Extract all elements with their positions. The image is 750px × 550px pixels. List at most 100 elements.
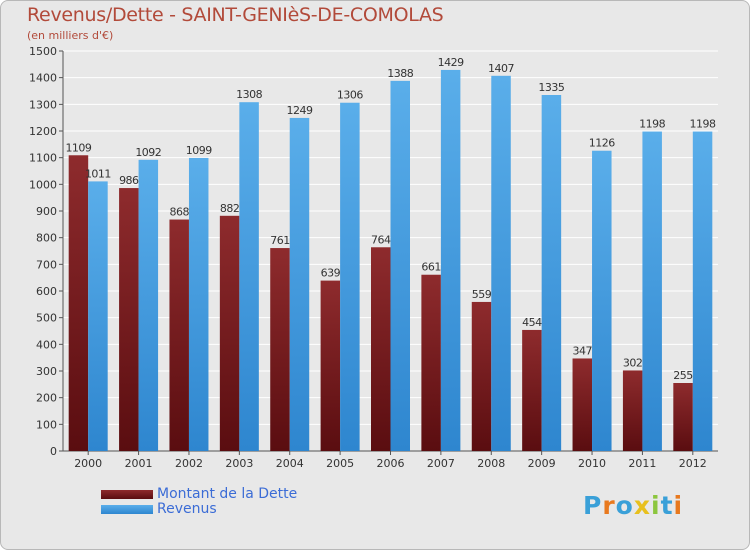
- x-tick-label: 2007: [427, 457, 455, 470]
- legend-swatch-debt: [101, 490, 153, 499]
- x-tick-label: 2012: [679, 457, 707, 470]
- bar-debt: [622, 370, 643, 451]
- bar-revenue: [491, 75, 511, 452]
- y-tick-label: 300: [36, 365, 57, 378]
- y-tick-label: 800: [36, 232, 57, 245]
- data-label: 559: [472, 288, 492, 301]
- y-tick-label: 400: [36, 338, 57, 351]
- data-label: 761: [270, 234, 290, 247]
- data-label: 255: [673, 369, 693, 382]
- data-label: 1198: [690, 118, 716, 131]
- data-label: 661: [421, 261, 441, 274]
- x-tick-label: 2001: [125, 457, 153, 470]
- data-label: 302: [623, 356, 643, 369]
- x-tick-label: 2002: [175, 457, 203, 470]
- bar-revenue: [390, 80, 410, 451]
- data-label: 868: [169, 206, 189, 219]
- x-tick-label: 2005: [326, 457, 354, 470]
- bar-revenue: [340, 102, 360, 451]
- legend-swatch-revenue: [101, 505, 153, 514]
- y-tick-label: 0: [50, 445, 57, 458]
- y-tick-label: 1500: [29, 45, 57, 58]
- bar-revenue: [592, 150, 612, 451]
- logo-letter: i: [651, 491, 661, 520]
- bar-debt: [169, 219, 189, 451]
- y-tick-label: 1300: [29, 98, 57, 111]
- y-tick-label: 700: [36, 258, 57, 271]
- data-label: 882: [220, 202, 240, 215]
- x-tick-label: 2011: [628, 457, 656, 470]
- logo-letter: i: [673, 491, 684, 520]
- y-tick-label: 1100: [29, 152, 57, 165]
- data-label: 1011: [85, 167, 111, 180]
- bar-debt: [68, 155, 89, 451]
- data-label: 1429: [438, 56, 464, 69]
- data-label: 1388: [387, 67, 413, 80]
- bar-revenue: [440, 69, 461, 451]
- bar-debt: [320, 280, 341, 451]
- x-tick-label: 2000: [74, 457, 102, 470]
- y-tick-label: 1200: [29, 125, 57, 138]
- data-label: 639: [321, 267, 341, 280]
- bars: [68, 69, 713, 452]
- logo-letter: t: [660, 491, 674, 520]
- legend-label-revenue: Revenus: [157, 501, 217, 517]
- x-tick-label: 2008: [477, 457, 505, 470]
- y-tick-label: 100: [36, 418, 57, 431]
- y-tick-label: 600: [36, 285, 57, 298]
- bar-debt: [371, 247, 391, 451]
- bar-debt: [119, 188, 139, 452]
- bar-debt: [522, 329, 542, 451]
- data-label: 1099: [186, 144, 212, 157]
- x-tick-label: 2006: [377, 457, 405, 470]
- data-label: 454: [522, 316, 542, 329]
- bar-revenue: [642, 131, 662, 452]
- chart-title: Revenus/Dette - SAINT-GENIèS-DE-COMOLAS: [27, 4, 444, 26]
- data-label: 986: [119, 174, 139, 187]
- data-label: 764: [371, 233, 391, 246]
- data-label: 1198: [639, 118, 665, 131]
- x-tick-label: 2004: [276, 457, 304, 470]
- data-label: 1407: [488, 62, 514, 75]
- data-label: 347: [573, 344, 593, 357]
- proxiti-logo: Proxiti: [583, 491, 683, 520]
- bar-revenue: [692, 131, 713, 452]
- bar-debt: [572, 358, 593, 451]
- logo-letter: o: [615, 491, 634, 520]
- y-tick-label: 500: [36, 312, 57, 325]
- logo-letter: r: [602, 491, 616, 520]
- data-label: 1306: [337, 89, 363, 102]
- axes: 0 100 200 300 400 500 600 700 800 900 1000 1100 1200…: [29, 45, 718, 470]
- y-tick-label: 1400: [29, 72, 57, 85]
- bar-revenue: [239, 102, 259, 451]
- y-tick-label: 200: [36, 392, 57, 405]
- data-label: 1109: [65, 141, 91, 154]
- y-tick-label: 1000: [29, 178, 57, 191]
- y-tick-label: 900: [36, 205, 57, 218]
- bar-debt: [219, 215, 240, 451]
- chart-subtitle: (en milliers d'€): [27, 29, 114, 42]
- bar-revenue: [541, 95, 562, 451]
- logo-letter: x: [633, 491, 651, 520]
- bar-revenue: [138, 159, 159, 452]
- x-tick-label: 2010: [578, 457, 606, 470]
- bar-debt: [673, 383, 693, 451]
- data-label: 1308: [236, 88, 262, 101]
- bar-debt: [270, 248, 290, 451]
- data-label: 1126: [589, 137, 615, 150]
- legend-label-debt: Montant de la Dette: [157, 486, 298, 502]
- bar-revenue: [289, 117, 310, 451]
- x-tick-label: 2003: [225, 457, 253, 470]
- bar-revenue: [188, 157, 209, 451]
- data-label: 1335: [538, 81, 564, 94]
- x-tick-label: 2009: [528, 457, 556, 470]
- data-label: 1249: [286, 104, 312, 117]
- bar-revenue: [88, 181, 108, 451]
- logo-letter: P: [583, 491, 603, 520]
- bar-debt: [421, 274, 441, 451]
- data-labels: 1109 1011 986 1092 868 1099 882 1308 761 1249 639 1…: [65, 56, 716, 382]
- data-label: 1092: [135, 146, 161, 159]
- bar-debt: [471, 301, 492, 451]
